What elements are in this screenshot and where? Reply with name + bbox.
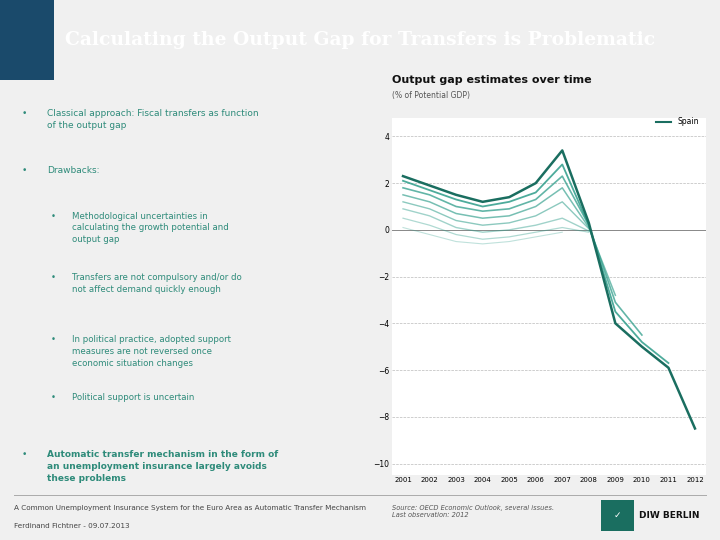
Text: A Common Unemployment Insurance System for the Euro Area as Automatic Transfer M: A Common Unemployment Insurance System f… xyxy=(14,505,366,511)
Text: •: • xyxy=(50,212,55,221)
Text: Output gap estimates over time: Output gap estimates over time xyxy=(392,75,592,85)
Legend: Spain: Spain xyxy=(653,114,702,130)
Spain xyxy=(426,182,434,188)
Text: Classical approach: Fiscal transfers as function
of the output gap: Classical approach: Fiscal transfers as … xyxy=(47,109,258,130)
Text: Ferdinand Fichtner - 09.07.2013: Ferdinand Fichtner - 09.07.2013 xyxy=(14,523,130,529)
Spain xyxy=(451,192,460,198)
Text: Calculating the Output Gap for Transfers is Problematic: Calculating the Output Gap for Transfers… xyxy=(65,31,655,49)
Spain xyxy=(585,220,593,226)
Spain xyxy=(558,147,567,154)
Text: •: • xyxy=(22,166,27,176)
Text: Political support is uncertain: Political support is uncertain xyxy=(72,393,194,402)
Text: •: • xyxy=(50,335,55,344)
Text: DIW BERLIN: DIW BERLIN xyxy=(639,511,700,520)
Line: Spain: Spain xyxy=(403,151,695,428)
Spain xyxy=(399,173,408,179)
Spain xyxy=(478,199,487,205)
Bar xyxy=(0,0,54,80)
Spain xyxy=(531,180,540,186)
Text: In political practice, adopted support
measures are not reversed once
economic s: In political practice, adopted support m… xyxy=(72,335,231,368)
Text: Transfers are not compulsory and/or do
not affect demand quickly enough: Transfers are not compulsory and/or do n… xyxy=(72,273,242,294)
Text: •: • xyxy=(22,450,27,459)
Text: Source: OECD Economic Outlook, several issues.
Last observation: 2012: Source: OECD Economic Outlook, several i… xyxy=(392,505,554,518)
Text: •: • xyxy=(50,273,55,282)
Spain xyxy=(505,194,513,200)
Text: Drawbacks:: Drawbacks: xyxy=(47,166,99,176)
Text: Methodological uncertainties in
calculating the growth potential and
output gap: Methodological uncertainties in calculat… xyxy=(72,212,229,244)
Text: •: • xyxy=(22,109,27,118)
Spain xyxy=(638,343,647,350)
Text: Automatic transfer mechanism in the form of
an unemployment insurance largely av: Automatic transfer mechanism in the form… xyxy=(47,450,278,483)
Text: ✓: ✓ xyxy=(613,511,621,520)
Spain xyxy=(664,364,672,371)
Text: (% of Potential GDP): (% of Potential GDP) xyxy=(392,91,470,100)
Spain xyxy=(690,425,699,431)
Bar xyxy=(601,500,634,531)
Spain xyxy=(611,320,620,327)
Text: •: • xyxy=(50,393,55,402)
